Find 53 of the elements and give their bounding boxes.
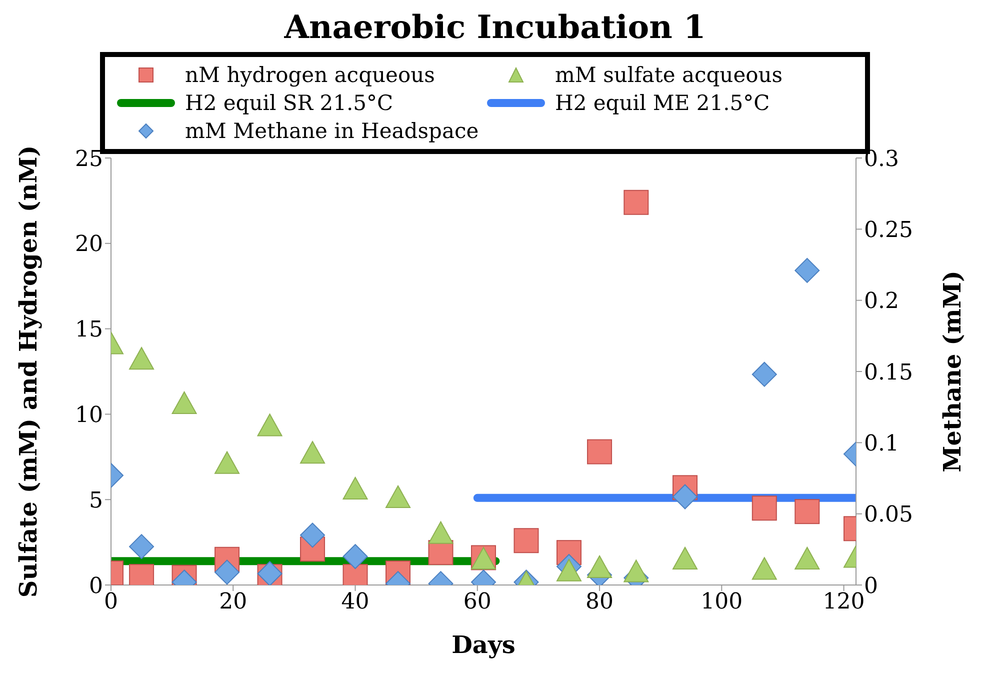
x-tick-label: 100 — [700, 590, 743, 615]
legend-label: H2 equil SR 21.5°C — [185, 91, 394, 115]
point — [624, 560, 649, 582]
chart-title: Anaerobic Incubation 1 — [283, 8, 707, 46]
y2-tick-label: 0.1 — [864, 431, 899, 456]
point — [257, 414, 282, 436]
y-tick-label: 15 — [75, 318, 103, 343]
point — [752, 496, 777, 521]
y2-tick-label: 0.25 — [864, 218, 913, 243]
point — [214, 451, 240, 474]
legend-label: mM Methane in Headspace — [185, 119, 479, 143]
point — [300, 522, 326, 548]
point — [428, 521, 454, 544]
point — [129, 347, 154, 370]
x-tick-label: 60 — [463, 590, 492, 615]
x-tick-label: 120 — [822, 590, 865, 615]
y2-tick-label: 0.05 — [864, 502, 913, 528]
point — [794, 499, 820, 524]
x-tick-label: 20 — [219, 590, 248, 615]
point — [672, 484, 698, 510]
point — [342, 544, 368, 570]
legend-label: nM hydrogen acqueous — [185, 63, 435, 87]
point — [624, 190, 649, 215]
point — [794, 258, 820, 283]
y-tick-label: 25 — [75, 146, 103, 172]
x-tick-label: 40 — [341, 590, 370, 615]
y-tick-label: 5 — [89, 488, 103, 514]
point — [794, 546, 820, 570]
y-tick-label: 20 — [75, 232, 103, 258]
point — [672, 546, 698, 570]
legend-label: H2 equil ME 21.5°C — [555, 91, 770, 115]
x-axis-title: Days — [452, 630, 516, 659]
point — [514, 528, 539, 554]
point — [129, 534, 154, 560]
point — [587, 555, 612, 578]
x-tick-label: 80 — [586, 590, 614, 615]
point — [214, 560, 240, 585]
y2-tick-label: 0.2 — [864, 289, 899, 314]
point — [342, 476, 368, 500]
point — [752, 362, 777, 387]
point — [172, 391, 197, 414]
point — [556, 558, 582, 582]
y-tick-label: 0 — [89, 574, 103, 599]
y2-tick-label: 0.15 — [864, 360, 913, 386]
point — [386, 485, 411, 508]
legend-label: mM sulfate acqueous — [555, 63, 783, 87]
point — [752, 557, 777, 580]
y2-axis-title: Methane (mM) — [938, 270, 967, 472]
y-axis-title: Sulfate (mM) and Hydrogen (nM) — [14, 145, 43, 598]
y-tick-label: 10 — [75, 403, 103, 428]
y2-tick-label: 0 — [864, 574, 878, 599]
point — [300, 440, 326, 464]
point — [587, 439, 612, 464]
